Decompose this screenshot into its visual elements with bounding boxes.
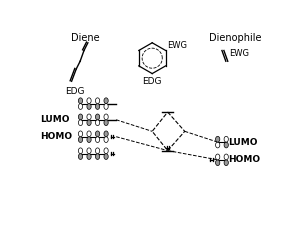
Ellipse shape (104, 148, 108, 154)
Ellipse shape (87, 104, 91, 109)
Text: Dienophile: Dienophile (209, 33, 261, 43)
Ellipse shape (78, 98, 82, 104)
Ellipse shape (104, 131, 108, 137)
Ellipse shape (104, 154, 108, 160)
Ellipse shape (104, 114, 108, 120)
Ellipse shape (216, 160, 220, 166)
Ellipse shape (104, 104, 108, 109)
Ellipse shape (87, 120, 91, 126)
Text: LUMO: LUMO (40, 115, 69, 124)
Ellipse shape (216, 136, 220, 142)
Ellipse shape (87, 148, 91, 154)
Ellipse shape (95, 98, 100, 104)
Ellipse shape (104, 120, 108, 126)
Ellipse shape (95, 154, 100, 160)
Ellipse shape (104, 98, 108, 104)
Ellipse shape (78, 120, 82, 126)
Text: HOMO: HOMO (40, 132, 72, 141)
Ellipse shape (95, 131, 100, 137)
Ellipse shape (78, 137, 82, 142)
Ellipse shape (95, 120, 100, 126)
Ellipse shape (224, 154, 228, 160)
Text: EWG: EWG (167, 41, 187, 50)
Ellipse shape (78, 104, 82, 109)
Text: HOMO: HOMO (229, 155, 261, 164)
Ellipse shape (78, 114, 82, 120)
Ellipse shape (95, 104, 100, 109)
Text: EDG: EDG (142, 77, 162, 87)
Ellipse shape (224, 136, 228, 142)
Ellipse shape (95, 137, 100, 142)
Ellipse shape (78, 131, 82, 137)
Ellipse shape (87, 114, 91, 120)
Text: EDG: EDG (65, 87, 85, 96)
Ellipse shape (216, 142, 220, 148)
Ellipse shape (87, 137, 91, 142)
Ellipse shape (95, 148, 100, 154)
Ellipse shape (87, 131, 91, 137)
Text: LUMO: LUMO (229, 138, 258, 147)
Text: Diene: Diene (71, 33, 100, 43)
Ellipse shape (78, 148, 82, 154)
Ellipse shape (104, 137, 108, 142)
Ellipse shape (224, 160, 228, 166)
Ellipse shape (78, 154, 82, 160)
Ellipse shape (87, 154, 91, 160)
Ellipse shape (87, 98, 91, 104)
Ellipse shape (224, 142, 228, 148)
Ellipse shape (216, 154, 220, 160)
Text: EWG: EWG (229, 49, 249, 58)
Ellipse shape (95, 114, 100, 120)
